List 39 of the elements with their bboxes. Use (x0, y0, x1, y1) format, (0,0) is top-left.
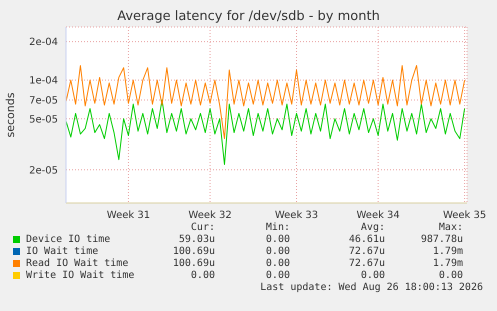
x-tick-label: Week 35 (442, 210, 486, 222)
y-tick-label: 5e-05 (29, 114, 58, 126)
text: 0.00 (264, 270, 290, 281)
text: 0.00 (264, 246, 290, 257)
y-tick-label: 1e-04 (29, 76, 58, 87)
text: 46.61u (348, 234, 385, 245)
legend-label: Write IO Wait time (26, 270, 134, 281)
x-tick-label: Week 34 (356, 210, 400, 222)
text: Avg: (360, 222, 385, 233)
y-axis-title: seconds (4, 92, 17, 138)
text: 100.69u (172, 258, 215, 269)
text: Min: (264, 222, 290, 233)
line-series (66, 100, 466, 165)
text: 1.79m (432, 258, 463, 269)
line-series (66, 65, 466, 140)
text: 0.00 (264, 258, 290, 269)
legend-label: IO Wait time (26, 246, 98, 257)
legend-label: Device IO time (26, 234, 110, 245)
y-tick-label: 2e-05 (29, 165, 58, 176)
y-tick-label: 7e-05 (29, 96, 58, 107)
x-tick-label: Week 33 (274, 210, 318, 222)
chart-title: Average latency for /dev/sdb - by month (116, 9, 381, 24)
text: 0.00 (190, 270, 215, 281)
text: 0.00 (360, 270, 385, 281)
text: 0.00 (438, 270, 463, 281)
text: 0.00 (264, 234, 290, 245)
y-tick-label: 2e-04 (29, 37, 58, 48)
text: 59.03u (178, 234, 215, 245)
legend-label: Read IO Wait time (26, 258, 128, 269)
text: 987.78u (420, 234, 463, 245)
text: Cur: (190, 222, 215, 233)
x-tick-label: Week 31 (106, 210, 150, 222)
text: Last update: Wed Aug 26 18:00:13 2026 (259, 282, 483, 293)
text: 72.67u (348, 246, 385, 257)
text: Max: (438, 222, 463, 233)
text: 1.79m (432, 246, 463, 257)
text: 100.69u (172, 246, 215, 257)
x-tick-label: Week 32 (188, 210, 232, 222)
text: 72.67u (348, 258, 385, 269)
